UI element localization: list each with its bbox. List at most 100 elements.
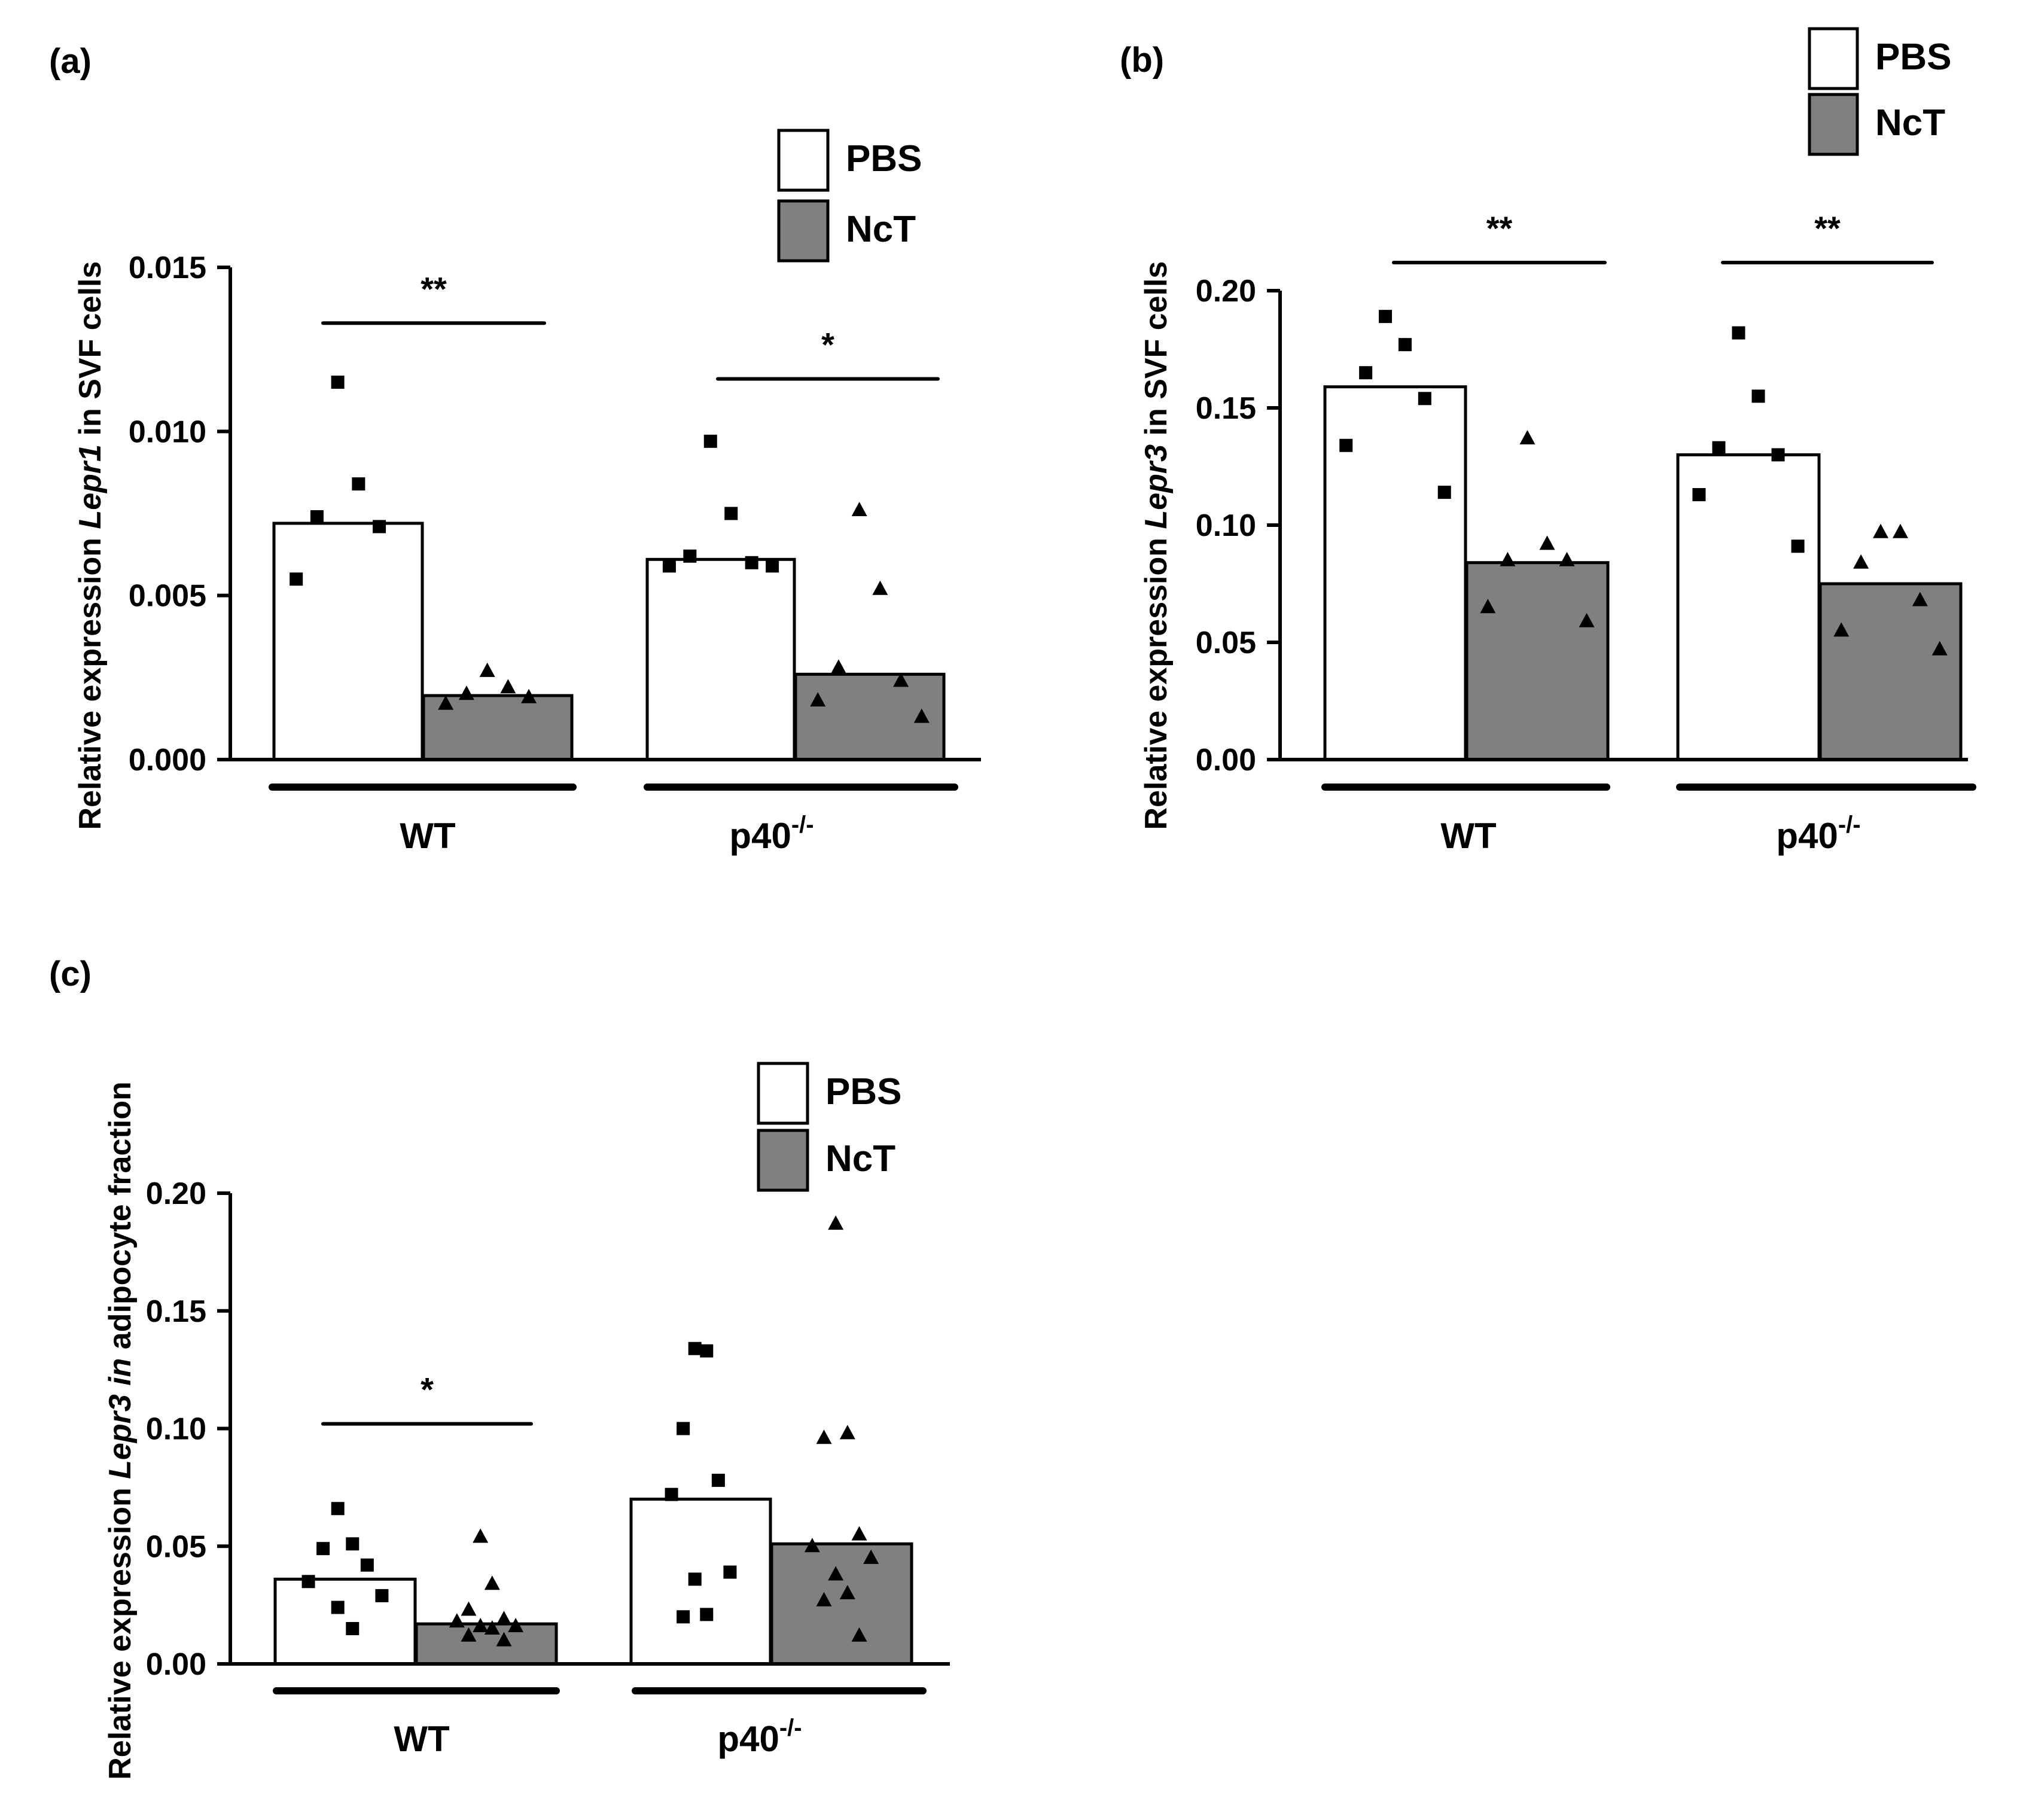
data-point-nct-p40: [1853, 554, 1869, 569]
data-point-nct-p40: [851, 502, 867, 517]
y-tick-label: 0.00: [1196, 743, 1256, 778]
legend-swatch-nct: [1808, 93, 1859, 156]
y-label-suffix: in SVF cells: [1139, 261, 1174, 444]
data-point-nct-wt: [473, 1528, 489, 1543]
data-point-nct-p40: [830, 659, 846, 674]
group-label-sup: -/-: [791, 812, 814, 838]
y-tick-label: 0.15: [1196, 391, 1256, 426]
bar-pbs-wt: [273, 1577, 417, 1666]
data-point-nct-p40: [851, 1627, 867, 1642]
data-point-pbs-wt: [1359, 366, 1373, 380]
legend-label-nct: NcT: [825, 1138, 895, 1179]
y-label-gene: Lepr3: [1139, 444, 1174, 529]
data-point-pbs-wt: [373, 520, 386, 533]
significance-stars: **: [1814, 209, 1841, 247]
significance-stars: *: [421, 1371, 434, 1409]
y-label-prefix: Relative expression: [73, 529, 108, 830]
legend: PBS NcT: [757, 1062, 901, 1192]
y-tick-label: 0.00: [146, 1647, 206, 1682]
data-point-pbs-p40: [1692, 488, 1706, 502]
y-tick-label: 0.05: [1196, 626, 1256, 660]
data-point-pbs-p40: [700, 1344, 714, 1358]
data-point-nct-wt: [496, 1611, 512, 1626]
data-point-nct-wt: [1500, 551, 1516, 566]
data-point-nct-wt: [473, 1618, 489, 1633]
data-point-pbs-wt: [331, 1502, 345, 1516]
legend-label-nct: NcT: [1875, 102, 1945, 144]
y-tick-label: 0.010: [129, 414, 206, 449]
data-point-nct-p40: [851, 1526, 867, 1541]
y-axis-label: Relative expression Lepr3 in SVF cells: [1139, 261, 1174, 830]
data-point-pbs-wt: [331, 376, 345, 389]
significance-stars: *: [821, 326, 834, 364]
bar-nct-p40: [770, 1542, 913, 1666]
data-point-pbs-p40: [677, 1610, 690, 1624]
data-point-nct-p40: [839, 1584, 855, 1599]
data-point-nct-wt: [438, 695, 454, 710]
data-point-pbs-wt: [352, 477, 365, 491]
data-point-nct-wt: [508, 1618, 524, 1633]
data-point-pbs-p40: [724, 507, 738, 520]
significance-stars: **: [1486, 209, 1513, 247]
data-point-nct-p40: [1931, 641, 1948, 656]
y-tick-label: 0.05: [146, 1529, 206, 1564]
data-point-nct-wt: [458, 685, 474, 700]
group-label-text: p40: [1776, 816, 1838, 856]
y-label-prefix: Relative expression: [103, 1479, 138, 1780]
data-point-pbs-p40: [662, 559, 676, 573]
panel-label: (b): [1120, 41, 1164, 80]
data-point-pbs-wt: [331, 1600, 345, 1614]
legend-swatch-nct: [777, 199, 830, 263]
y-tick-label: 0.15: [146, 1294, 206, 1329]
panel-label: (a): [49, 42, 92, 81]
data-point-pbs-wt: [346, 1537, 359, 1551]
group-label: p40-/-: [717, 1715, 802, 1759]
chart-panel-a: (a) PBS NcT 0.000 0.005 0.010 0.015 Relative ex…: [49, 42, 981, 856]
data-point-nct-wt: [521, 688, 537, 703]
data-point-nct-p40: [839, 1425, 855, 1440]
data-point-pbs-wt: [1398, 338, 1412, 352]
data-point-nct-wt: [1559, 551, 1575, 566]
group-label-text: WT: [400, 816, 455, 856]
data-point-nct-p40: [1912, 592, 1928, 606]
y-tick-label: 0.20: [1196, 274, 1256, 309]
y-label-suffix: adipocyte fraction: [103, 1081, 138, 1358]
data-point-pbs-p40: [677, 1422, 690, 1435]
legend-swatch-nct: [757, 1129, 809, 1192]
significance-stars: **: [421, 270, 447, 307]
y-tick-label: 0.20: [146, 1176, 206, 1211]
bar-nct-wt: [1465, 561, 1610, 761]
y-label-prefix: Relative expression: [1139, 529, 1174, 830]
data-point-nct-wt: [1539, 535, 1555, 550]
data-point-pbs-wt: [360, 1558, 374, 1572]
data-point-nct-p40: [893, 672, 909, 687]
data-point-pbs-wt: [375, 1589, 389, 1602]
legend-label-pbs: PBS: [1875, 36, 1951, 78]
legend: PBS NcT: [1808, 27, 1951, 156]
data-point-pbs-wt: [301, 1575, 315, 1589]
data-point-pbs-p40: [723, 1565, 737, 1579]
data-point-pbs-p40: [688, 1342, 702, 1355]
data-point-pbs-wt: [316, 1542, 330, 1556]
data-point-pbs-p40: [683, 549, 697, 563]
group-label-text: WT: [1440, 816, 1496, 856]
legend-label-nct: NcT: [846, 209, 916, 250]
group-label: p40-/-: [729, 812, 814, 856]
y-tick-label: 0.015: [129, 251, 206, 285]
data-point-nct-wt: [500, 679, 516, 694]
data-point-pbs-p40: [1732, 326, 1745, 340]
group-label: p40-/-: [1776, 812, 1860, 856]
data-point-nct-p40: [816, 1592, 832, 1606]
data-point-nct-wt: [1579, 612, 1595, 627]
y-tick-label: 0.000: [129, 743, 206, 778]
panel-label: (c): [49, 955, 92, 993]
data-point-nct-p40: [1892, 523, 1908, 538]
data-point-nct-p40: [1873, 523, 1889, 538]
data-point-pbs-p40: [766, 559, 779, 573]
bar-pbs-wt: [272, 522, 424, 761]
data-point-nct-wt: [479, 662, 495, 677]
data-point-nct-p40: [828, 1215, 844, 1230]
y-tick-label: 0.10: [1196, 508, 1256, 543]
data-point-pbs-wt: [1437, 486, 1451, 499]
